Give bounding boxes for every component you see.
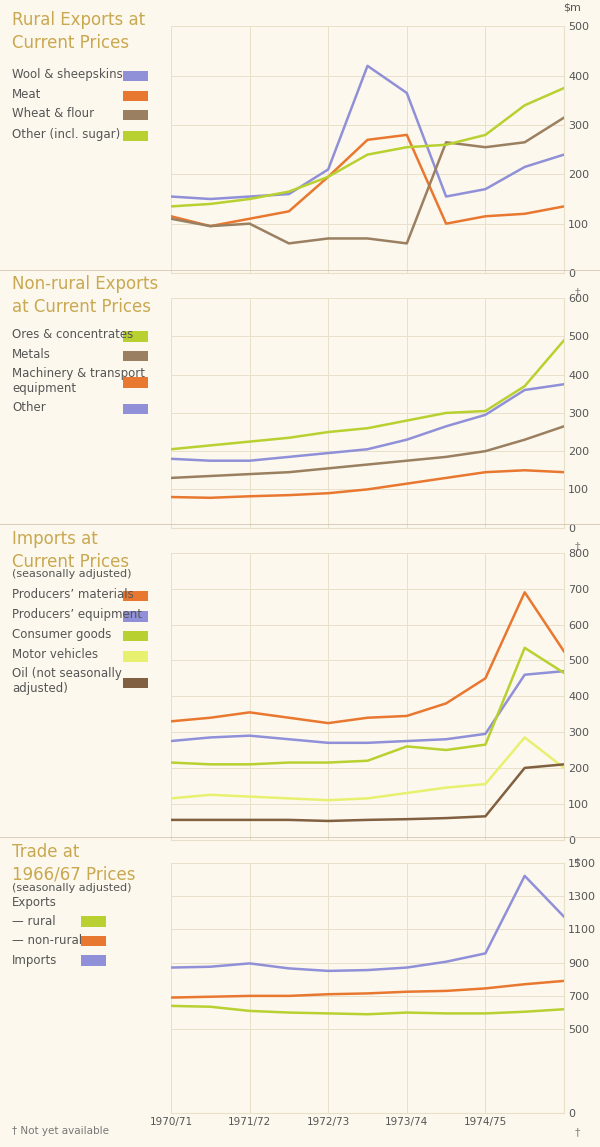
Text: Machinery & transport
equipment: Machinery & transport equipment [12, 367, 145, 395]
Text: Producers’ materials: Producers’ materials [12, 587, 134, 601]
Text: Meat: Meat [12, 87, 41, 101]
Text: Imports at
Current Prices: Imports at Current Prices [12, 530, 129, 571]
Text: Oil (not seasonally
adjusted): Oil (not seasonally adjusted) [12, 668, 122, 695]
Text: Other (incl. sugar): Other (incl. sugar) [12, 127, 120, 141]
Text: Imports: Imports [12, 953, 58, 967]
Text: (seasonally adjusted): (seasonally adjusted) [12, 883, 131, 894]
Text: Rural Exports at
Current Prices: Rural Exports at Current Prices [12, 11, 145, 53]
Text: — rural: — rural [12, 914, 56, 928]
Text: Motor vehicles: Motor vehicles [12, 648, 98, 662]
Text: $m: $m [563, 2, 581, 13]
Text: † Not yet available: † Not yet available [12, 1125, 109, 1136]
Text: Metals: Metals [12, 348, 51, 361]
Text: Ores & concentrates: Ores & concentrates [12, 328, 133, 342]
Text: †: † [575, 857, 581, 867]
Text: Producers’ equipment: Producers’ equipment [12, 608, 142, 622]
Text: †: † [575, 287, 581, 297]
Text: Exports: Exports [12, 896, 57, 910]
Text: — non-rural: — non-rural [12, 934, 82, 947]
Text: †: † [575, 541, 581, 551]
Text: †: † [575, 1128, 581, 1138]
Text: Wool & sheepskins: Wool & sheepskins [12, 68, 123, 81]
Text: Non-rural Exports
at Current Prices: Non-rural Exports at Current Prices [12, 275, 158, 317]
Text: (seasonally adjusted): (seasonally adjusted) [12, 569, 131, 579]
Text: Wheat & flour: Wheat & flour [12, 107, 94, 120]
Text: Consumer goods: Consumer goods [12, 627, 112, 641]
Text: Other: Other [12, 400, 46, 414]
Text: Trade at
1966/67 Prices: Trade at 1966/67 Prices [12, 843, 136, 884]
